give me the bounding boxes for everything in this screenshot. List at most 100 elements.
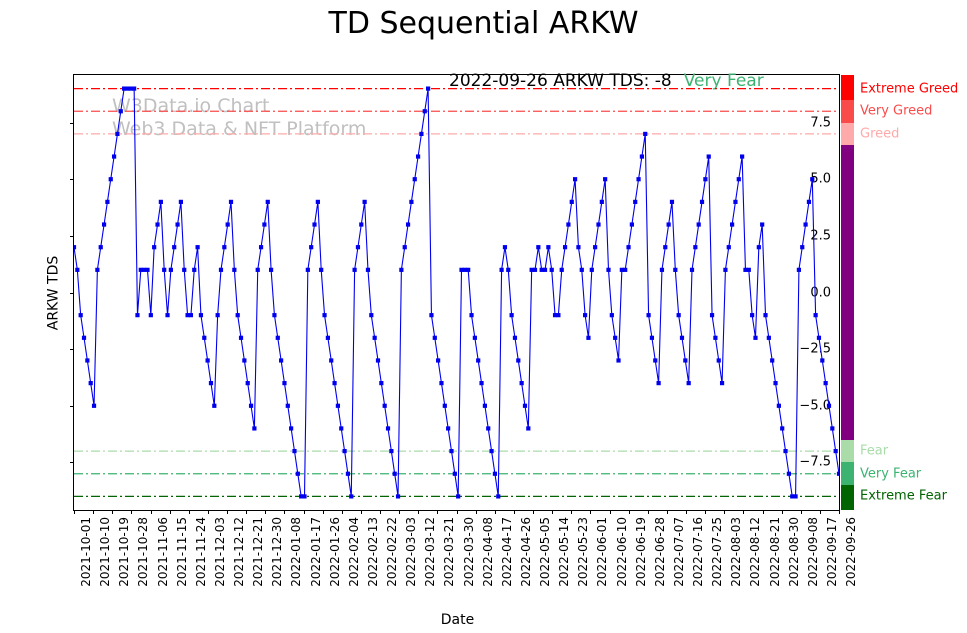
data-point-marker bbox=[335, 403, 341, 408]
data-point-marker bbox=[168, 267, 173, 272]
data-point-marker bbox=[305, 267, 310, 272]
data-point-marker bbox=[262, 222, 267, 227]
series-plot bbox=[74, 86, 839, 499]
data-point-marker bbox=[562, 245, 568, 250]
data-point-marker bbox=[466, 267, 471, 272]
data-point-marker bbox=[415, 154, 421, 159]
data-point-marker bbox=[155, 222, 160, 227]
x-tick-mark bbox=[303, 510, 305, 514]
annotation-zone-label: Very Fear bbox=[683, 71, 764, 91]
data-point-marker bbox=[432, 335, 437, 340]
x-tick-mark bbox=[341, 510, 343, 514]
data-point-marker bbox=[820, 358, 825, 363]
data-point-marker bbox=[736, 177, 741, 182]
data-point-marker bbox=[459, 267, 464, 272]
data-point-marker bbox=[613, 335, 618, 340]
data-point-marker bbox=[372, 335, 377, 340]
data-point-marker bbox=[165, 313, 170, 318]
x-tick-mark bbox=[150, 510, 152, 514]
data-point-marker bbox=[78, 313, 83, 318]
data-point-marker bbox=[422, 109, 427, 114]
data-point-marker bbox=[669, 199, 675, 204]
data-point-marker bbox=[663, 245, 668, 250]
data-point-marker bbox=[442, 403, 447, 408]
data-point-marker bbox=[355, 245, 361, 250]
data-point-marker bbox=[499, 267, 504, 272]
data-point-marker bbox=[439, 381, 444, 386]
data-point-marker bbox=[796, 267, 802, 272]
x-tick-mark bbox=[590, 510, 592, 514]
data-point-marker bbox=[826, 403, 832, 408]
x-tick-mark bbox=[839, 510, 840, 514]
x-tick-label: 2022-05-14 bbox=[557, 517, 572, 587]
x-tick-mark bbox=[552, 510, 554, 514]
x-tick-mark bbox=[131, 510, 133, 514]
data-point-marker bbox=[813, 313, 818, 318]
x-tick-mark bbox=[494, 510, 496, 514]
data-point-marker bbox=[399, 267, 404, 272]
data-point-marker bbox=[145, 267, 150, 272]
data-point-marker bbox=[836, 471, 839, 476]
data-point-marker bbox=[596, 222, 601, 227]
data-point-marker bbox=[709, 313, 715, 318]
y-tick-label: −2.5 bbox=[799, 341, 831, 357]
x-tick-label: 2022-01-08 bbox=[289, 517, 304, 587]
data-point-marker bbox=[649, 335, 655, 340]
x-tick-mark bbox=[93, 510, 95, 514]
x-tick-label: 2021-12-03 bbox=[212, 517, 227, 587]
plot-area: W3Data.io Chart Web3 Data & NFT Platform… bbox=[45, 71, 958, 628]
x-tick-mark bbox=[647, 510, 649, 514]
data-point-marker bbox=[405, 222, 411, 227]
data-point-marker bbox=[536, 245, 541, 250]
x-tick-mark bbox=[74, 510, 75, 514]
x-tick-label: 2022-09-08 bbox=[805, 517, 820, 587]
data-point-marker bbox=[302, 494, 307, 499]
data-point-marker bbox=[295, 471, 300, 476]
data-point-marker bbox=[182, 267, 187, 272]
data-point-marker bbox=[81, 335, 87, 340]
x-tick-label: 2022-07-16 bbox=[691, 517, 705, 587]
data-point-marker bbox=[586, 335, 591, 340]
x-tick-label: 2022-06-19 bbox=[633, 517, 648, 587]
data-point-marker bbox=[486, 426, 491, 431]
zone-label: Greed bbox=[860, 126, 900, 142]
x-tick-label: 2022-03-12 bbox=[423, 517, 438, 587]
x-tick-label: 2021-10-01 bbox=[79, 517, 93, 587]
data-point-marker bbox=[238, 335, 244, 340]
data-point-marker bbox=[175, 222, 180, 227]
data-point-marker bbox=[476, 358, 481, 363]
data-point-marker bbox=[753, 335, 758, 340]
x-tick-mark bbox=[112, 510, 114, 514]
data-point-marker bbox=[265, 199, 270, 204]
data-point-marker bbox=[332, 381, 337, 386]
data-point-marker bbox=[496, 494, 501, 499]
data-point-marker bbox=[800, 245, 805, 250]
x-tick-mark bbox=[399, 510, 401, 514]
data-point-marker bbox=[452, 471, 457, 476]
zone-label: Very Greed bbox=[860, 103, 933, 119]
data-point-marker bbox=[105, 199, 110, 204]
data-point-marker bbox=[118, 109, 123, 114]
data-point-marker bbox=[382, 403, 387, 408]
data-point-marker bbox=[656, 381, 661, 386]
data-point-marker bbox=[766, 335, 771, 340]
x-tick-label: 2021-10-19 bbox=[117, 517, 132, 587]
data-point-marker bbox=[552, 313, 558, 318]
data-point-marker bbox=[639, 154, 644, 159]
data-point-marker bbox=[192, 267, 197, 272]
x-tick-mark bbox=[265, 510, 267, 514]
x-tick-label: 2021-12-30 bbox=[270, 517, 285, 587]
x-tick-mark bbox=[762, 510, 764, 514]
x-tick-label: 2022-05-05 bbox=[538, 517, 552, 587]
x-tick-label: 2022-08-21 bbox=[767, 517, 782, 587]
data-point-marker bbox=[696, 222, 701, 227]
data-point-marker bbox=[188, 313, 194, 318]
data-point-marker bbox=[516, 358, 521, 363]
data-point-marker bbox=[730, 222, 735, 227]
data-point-marker bbox=[212, 403, 217, 408]
data-point-marker bbox=[719, 381, 725, 386]
data-point-marker bbox=[345, 471, 351, 476]
data-point-marker bbox=[402, 245, 407, 250]
x-tick-label: 2022-06-01 bbox=[595, 517, 610, 587]
data-point-marker bbox=[740, 154, 745, 159]
